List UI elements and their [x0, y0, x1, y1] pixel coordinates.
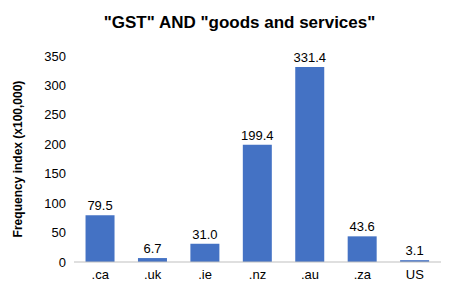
svg-text:250: 250: [44, 107, 66, 122]
svg-text:Frequency index (x100,000): Frequency index (x100,000): [11, 81, 25, 238]
svg-text:43.6: 43.6: [350, 219, 375, 234]
svg-text:31.0: 31.0: [192, 227, 217, 242]
svg-text:.ie: .ie: [198, 267, 212, 282]
svg-text:.za: .za: [354, 267, 372, 282]
svg-text:300: 300: [44, 78, 66, 93]
svg-text:50: 50: [52, 225, 66, 240]
svg-text:.uk: .uk: [144, 267, 162, 282]
svg-text:US: US: [406, 267, 424, 282]
svg-text:0: 0: [59, 255, 66, 270]
svg-text:199.4: 199.4: [241, 128, 274, 143]
svg-text:100: 100: [44, 196, 66, 211]
svg-text:79.5: 79.5: [87, 198, 112, 213]
svg-text:.au: .au: [301, 267, 319, 282]
svg-text:331.4: 331.4: [293, 50, 326, 65]
svg-text:3.1: 3.1: [406, 243, 424, 258]
svg-text:.nz: .nz: [249, 267, 266, 282]
svg-text:350: 350: [44, 49, 66, 64]
html-text:"GST" AND "goods and services": "GST" AND "goods and services": [103, 13, 376, 32]
svg-text:200: 200: [44, 137, 66, 152]
svg-text:150: 150: [44, 166, 66, 181]
svg-text:6.7: 6.7: [143, 241, 161, 256]
svg-text:.ca: .ca: [92, 267, 110, 282]
